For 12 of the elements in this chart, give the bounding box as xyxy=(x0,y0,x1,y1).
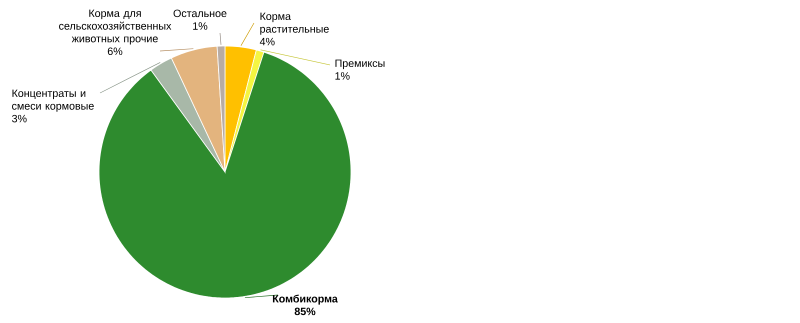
slice-label: Концентраты и смеси кормовые xyxy=(12,90,94,112)
data-label: 1% xyxy=(193,22,208,30)
data-label: 85% xyxy=(294,308,316,316)
data-label: 1% xyxy=(335,72,350,80)
slice-label: Корма для сельскохозяйственных животных прочие xyxy=(59,10,172,44)
slice-label: Корма растительные xyxy=(260,12,329,35)
data-label: 3% xyxy=(12,114,27,122)
slice-label: Остальное xyxy=(174,10,226,18)
data-label: 6% xyxy=(108,47,122,56)
slice-label: Комбикорма xyxy=(272,294,338,305)
data-label: 4% xyxy=(260,38,275,46)
slice-label: Премиксы xyxy=(335,60,384,70)
